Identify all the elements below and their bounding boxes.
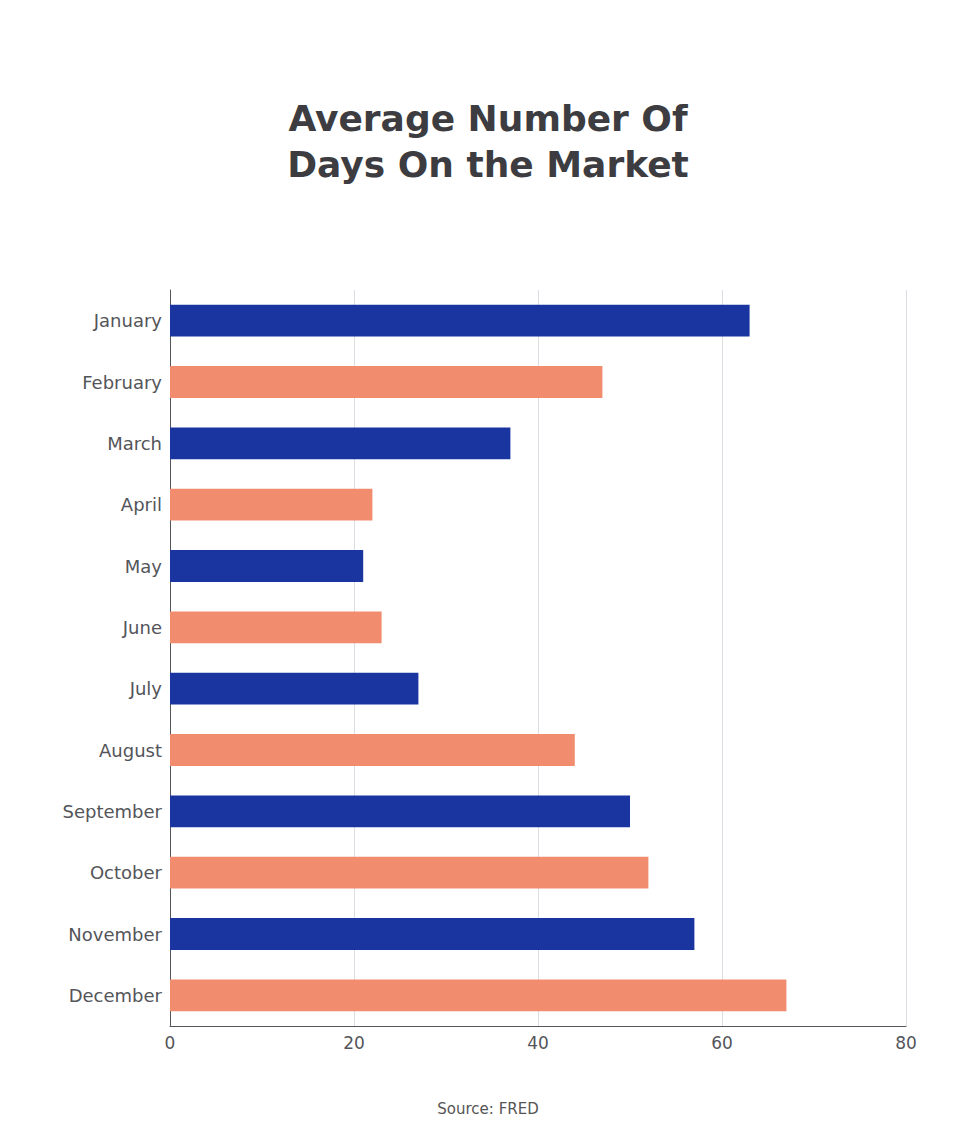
svg-text:March: March xyxy=(107,433,162,454)
svg-text:August: August xyxy=(99,740,162,761)
svg-text:February: February xyxy=(82,372,162,393)
svg-text:Average Number Of: Average Number Of xyxy=(288,98,688,139)
svg-text:May: May xyxy=(125,556,163,577)
svg-text:January: January xyxy=(93,310,163,331)
svg-text:April: April xyxy=(121,494,162,515)
svg-text:Source: FRED: Source: FRED xyxy=(437,1100,538,1118)
svg-text:60: 60 xyxy=(711,1033,733,1053)
svg-text:November: November xyxy=(68,924,162,945)
svg-text:September: September xyxy=(63,801,163,822)
svg-text:Days On the Market: Days On the Market xyxy=(287,144,689,185)
svg-text:40: 40 xyxy=(527,1033,549,1053)
svg-text:June: June xyxy=(122,617,162,638)
svg-text:0: 0 xyxy=(165,1033,176,1053)
svg-text:October: October xyxy=(90,862,163,883)
svg-text:July: July xyxy=(129,678,163,699)
svg-text:December: December xyxy=(69,985,163,1006)
svg-text:20: 20 xyxy=(343,1033,365,1053)
svg-text:80: 80 xyxy=(895,1033,917,1053)
